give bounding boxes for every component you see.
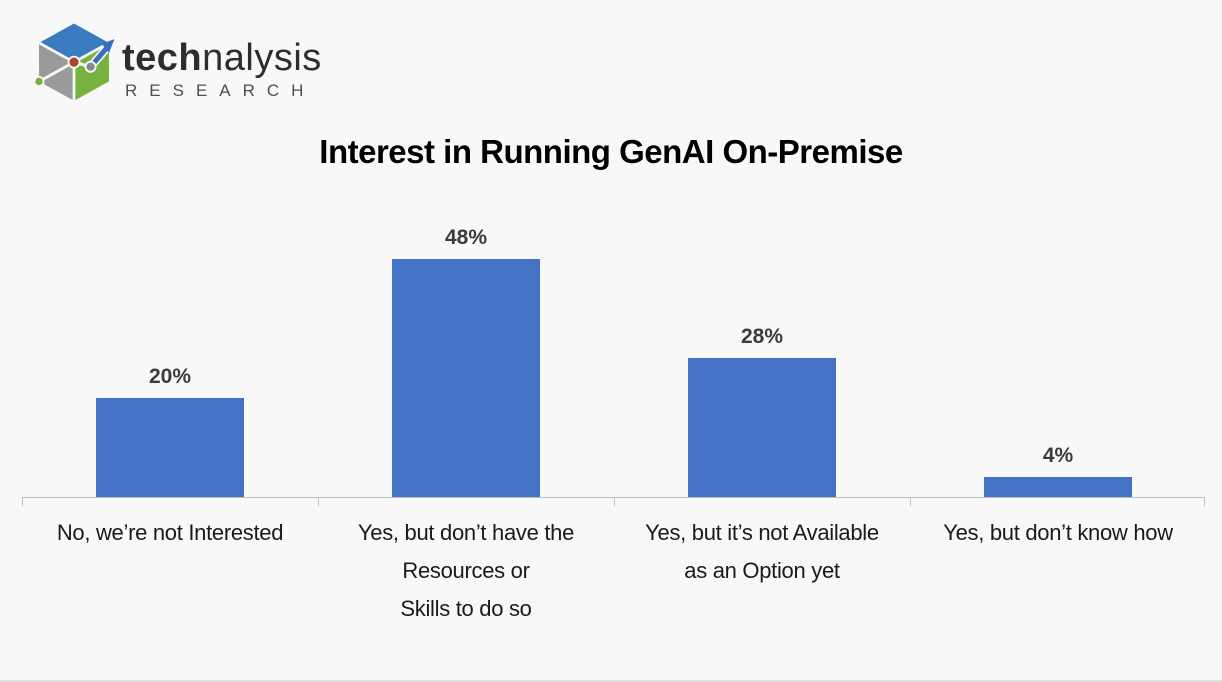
axis-tick bbox=[318, 498, 319, 506]
category-label: Yes, but it’s not Available as an Option… bbox=[614, 514, 910, 590]
category-label-line: Resources or bbox=[402, 558, 530, 583]
value-label: 20% bbox=[148, 365, 192, 388]
value-label: 4% bbox=[1042, 444, 1074, 467]
technalysis-logo: technalysis RESEARCH bbox=[28, 18, 322, 110]
brand-subtitle: RESEARCH bbox=[125, 80, 316, 100]
bar-group: 28% bbox=[614, 0, 910, 497]
category-label-line: Yes, but don’t know how bbox=[943, 520, 1173, 545]
axis-tick bbox=[1204, 498, 1205, 506]
category-label: Yes, but don’t have the Resources or Ski… bbox=[318, 514, 614, 628]
category-label: No, we’re not Interested bbox=[22, 514, 318, 552]
brand-name-light: nalysis bbox=[202, 37, 322, 79]
bar-group: 20% bbox=[22, 0, 318, 497]
bar bbox=[688, 358, 836, 497]
value-label: 28% bbox=[740, 325, 784, 348]
value-label: 48% bbox=[444, 226, 488, 249]
logo-text: technalysis RESEARCH bbox=[122, 37, 322, 101]
category-label-line: Yes, but don’t have the bbox=[357, 520, 575, 545]
bar bbox=[392, 259, 540, 497]
category-label-line: Skills to do so bbox=[400, 596, 532, 621]
x-axis-line bbox=[22, 497, 1205, 506]
bar bbox=[984, 477, 1132, 497]
cube-graph-logo-icon bbox=[33, 23, 115, 101]
axis-tick bbox=[910, 498, 911, 506]
chart-title: Interest in Running GenAI On-Premise bbox=[319, 133, 903, 170]
bar-group: 4% bbox=[910, 0, 1206, 497]
axis-tick bbox=[22, 498, 23, 506]
bar bbox=[96, 398, 244, 497]
category-label-line: Yes, but it’s not Available bbox=[645, 520, 879, 545]
category-label-line: No, we’re not Interested bbox=[56, 520, 284, 545]
category-label: Yes, but don’t know how bbox=[910, 514, 1206, 552]
bar-group: 48% bbox=[318, 0, 614, 497]
brand-name: technalysis bbox=[122, 37, 322, 80]
axis-tick bbox=[614, 498, 615, 506]
brand-name-bold: tech bbox=[122, 37, 203, 79]
category-label-line: as an Option yet bbox=[684, 558, 840, 583]
